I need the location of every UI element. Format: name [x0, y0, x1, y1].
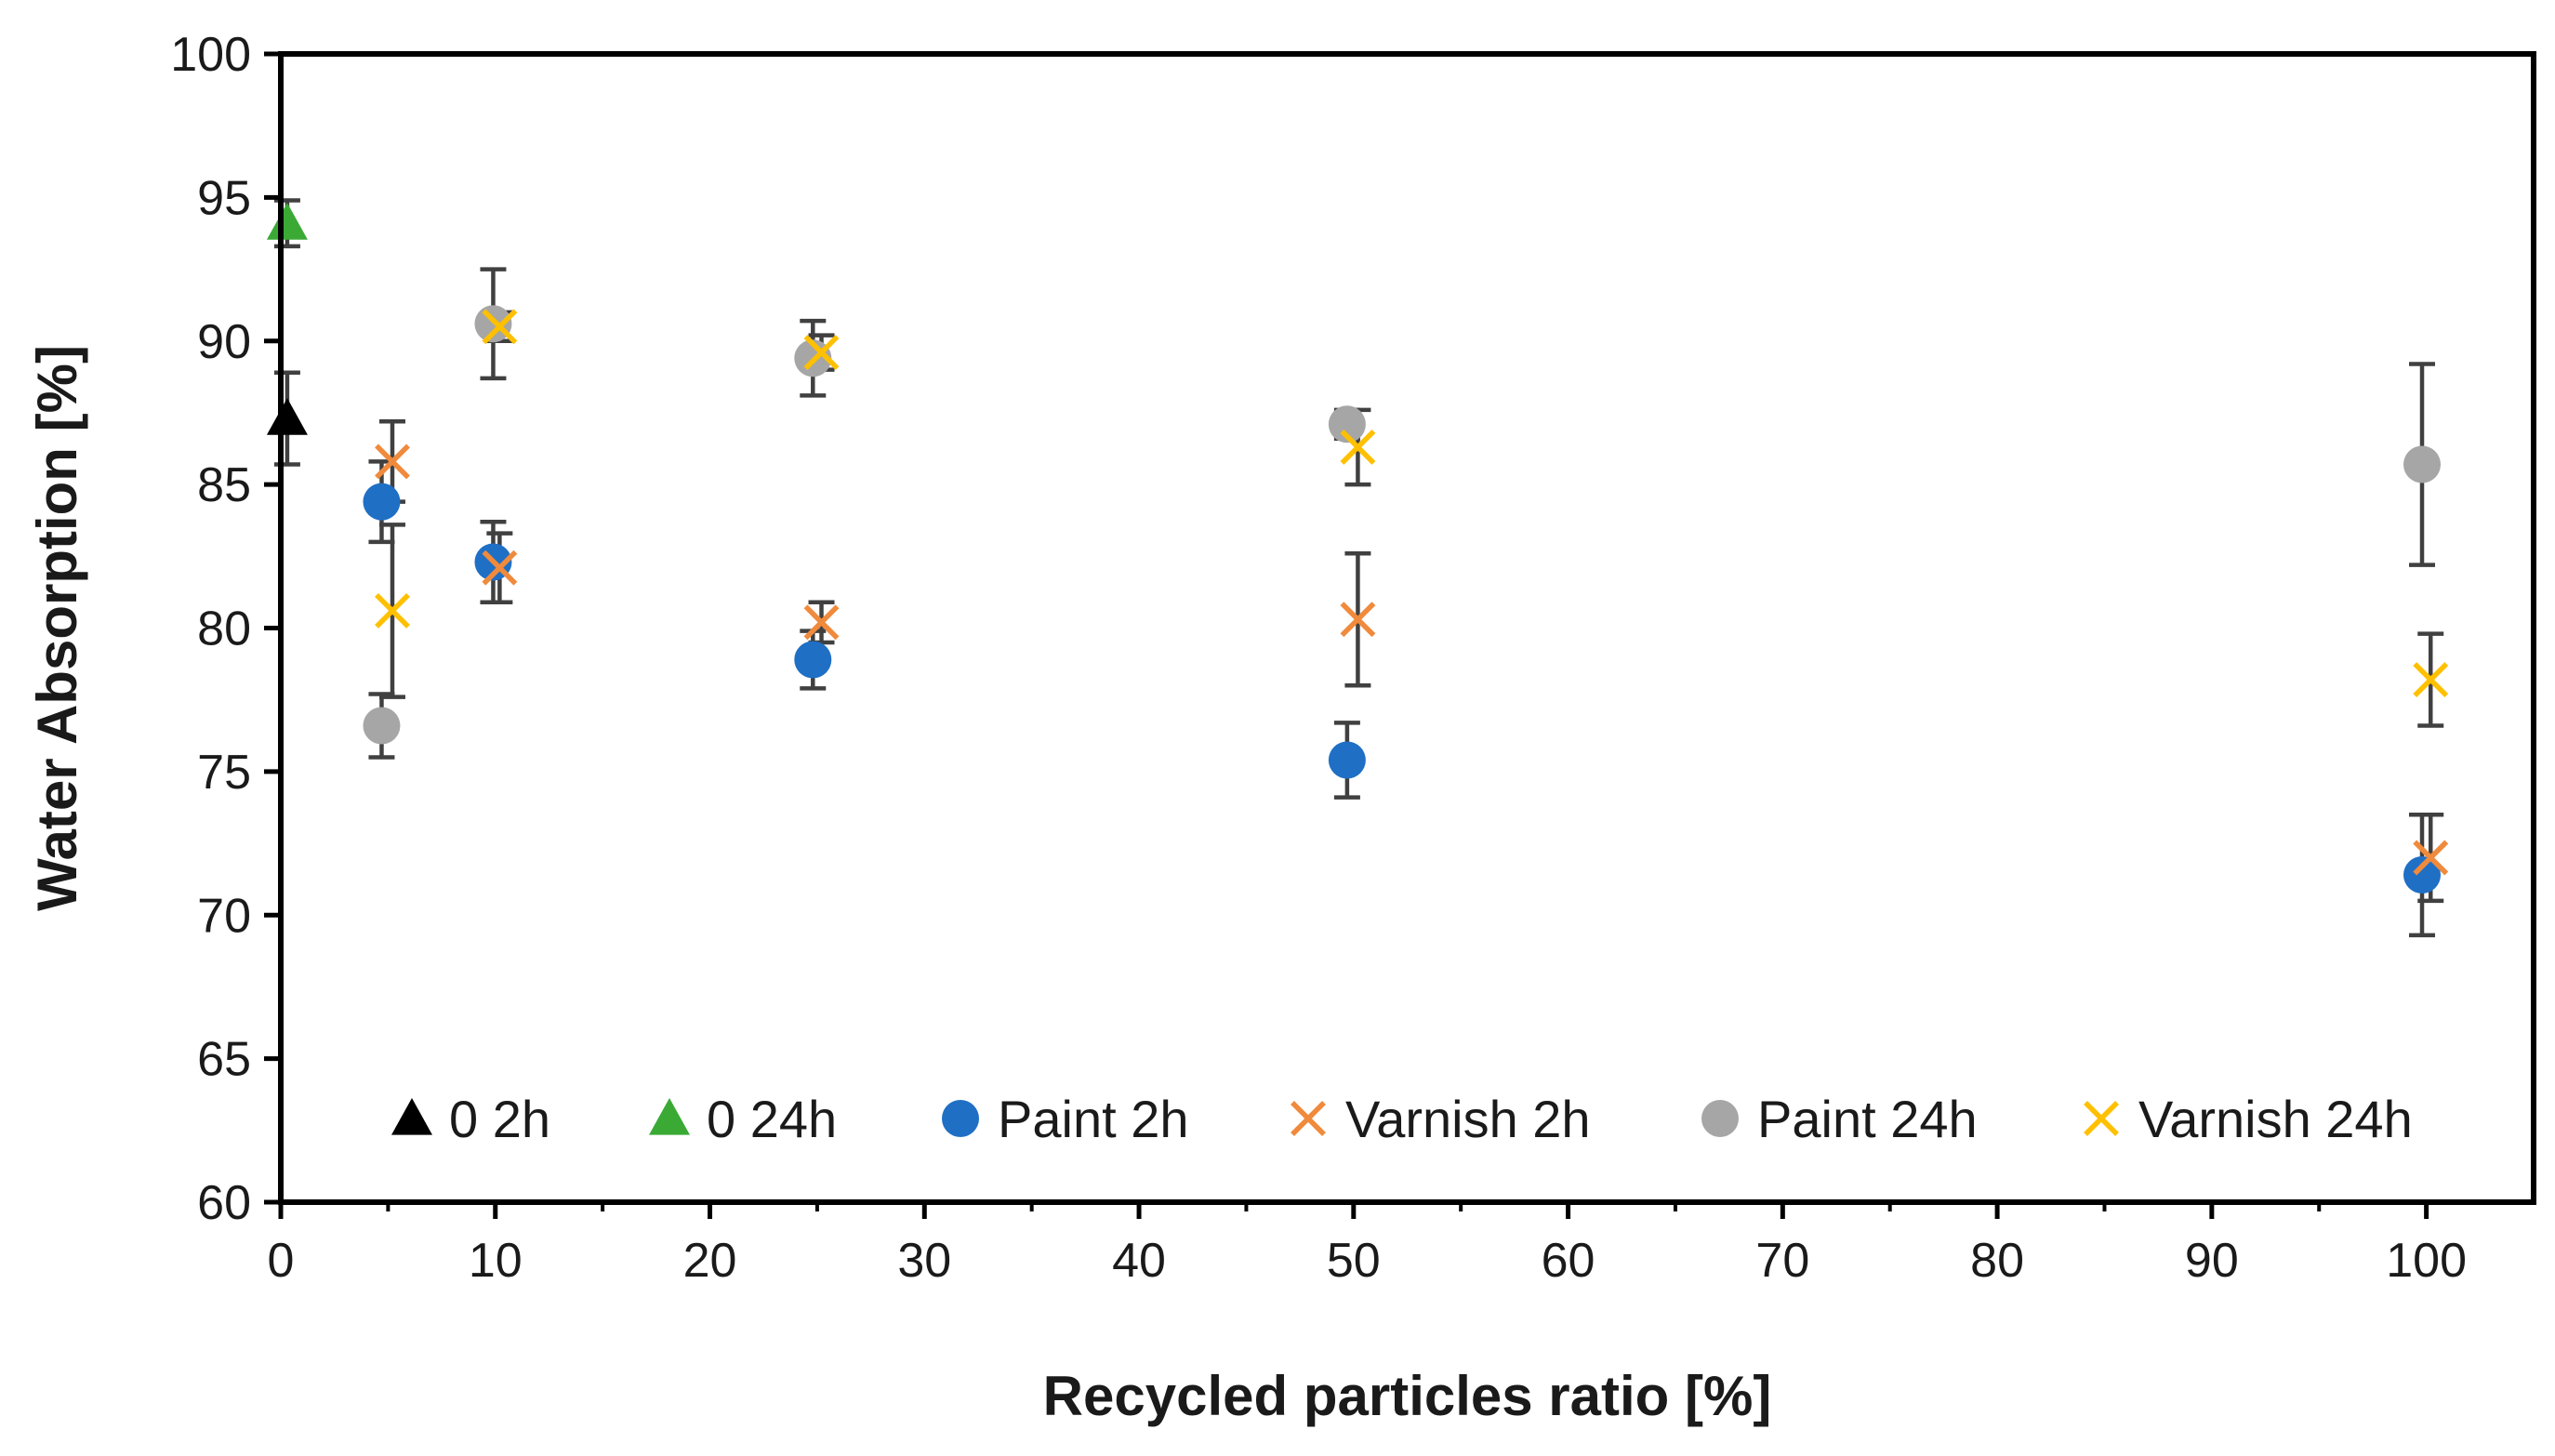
- legend-marker-0-2h: [391, 1098, 432, 1135]
- point-0-2h: [266, 398, 308, 435]
- point-varnish-24h: [2413, 662, 2449, 698]
- point-varnish-24h: [482, 309, 518, 345]
- y-tick-label: 80: [197, 602, 251, 656]
- point-varnish-24h: [1340, 430, 1376, 465]
- point-paint-24h: [2403, 445, 2442, 483]
- x-tick-label: 80: [1970, 1234, 2024, 1288]
- point-0-24h: [266, 203, 308, 240]
- y-tick-label: 75: [197, 746, 251, 800]
- x-tick-label: 50: [1327, 1234, 1381, 1288]
- y-tick-label: 65: [197, 1033, 251, 1087]
- legend-label-varnish-2h: Varnish 2h: [1345, 1090, 1591, 1148]
- legend-marker-0-24h: [649, 1098, 690, 1135]
- legend-marker-varnish-2h: [1291, 1101, 1326, 1136]
- legend-label-paint-24h: Paint 24h: [1757, 1090, 1978, 1148]
- y-tick-label: 100: [170, 28, 251, 82]
- x-tick-label: 20: [683, 1234, 737, 1288]
- y-tick-label: 70: [197, 889, 251, 943]
- legend-item-paint-2h: Paint 2h: [942, 1090, 1189, 1148]
- point-paint-2h: [1328, 741, 1366, 779]
- legend-item-0-2h: 0 2h: [391, 1090, 550, 1148]
- point-varnish-24h: [375, 593, 410, 629]
- legend: 0 2h 0 24h Paint 2h Varnish 2h Paint 24h Varn…: [391, 1090, 2413, 1148]
- x-axis-ticks: 0 10 20 30 40 50 60 70 80 90 100: [268, 1202, 2467, 1288]
- legend-marker-paint-24h: [1701, 1100, 1739, 1137]
- point-paint-24h: [1328, 405, 1366, 443]
- point-varnish-24h: [803, 335, 840, 371]
- x-tick-label: 70: [1755, 1234, 1809, 1288]
- legend-label-varnish-24h: Varnish 24h: [2138, 1090, 2413, 1148]
- legend-marker-paint-2h: [942, 1100, 979, 1137]
- y-tick-label: 95: [197, 171, 251, 225]
- y-axis-title: Water Absorption [%]: [26, 345, 88, 911]
- legend-item-paint-24h: Paint 24h: [1701, 1090, 1978, 1148]
- x-tick-label: 0: [268, 1234, 295, 1288]
- point-varnish-2h: [2413, 840, 2449, 876]
- point-paint-2h: [2403, 856, 2442, 894]
- legend-marker-varnish-24h: [2084, 1101, 2119, 1136]
- x-tick-label: 40: [1112, 1234, 1166, 1288]
- x-axis-title: Recycled particles ratio [%]: [1043, 1365, 1772, 1427]
- data-markers: [266, 203, 2449, 894]
- y-axis-ticks: 60 65 70 75 80 85 90 95 100: [170, 28, 281, 1230]
- x-tick-label: 100: [2386, 1234, 2467, 1288]
- x-tick-label: 90: [2185, 1234, 2239, 1288]
- point-paint-2h: [794, 641, 832, 679]
- point-paint-24h: [363, 707, 401, 745]
- point-paint-2h: [363, 483, 401, 521]
- x-tick-label: 60: [1542, 1234, 1595, 1288]
- x-tick-label: 10: [469, 1234, 523, 1288]
- point-varnish-2h: [375, 443, 410, 480]
- y-tick-label: 90: [197, 315, 251, 369]
- legend-item-0-24h: 0 24h: [649, 1090, 837, 1148]
- legend-label-paint-2h: Paint 2h: [998, 1090, 1189, 1148]
- point-varnish-2h: [803, 604, 840, 641]
- legend-label-0-24h: 0 24h: [707, 1090, 837, 1148]
- y-tick-label: 85: [197, 458, 251, 512]
- legend-item-varnish-24h: Varnish 24h: [2084, 1090, 2413, 1148]
- x-tick-label: 30: [897, 1234, 951, 1288]
- point-varnish-2h: [1340, 602, 1376, 638]
- legend-item-varnish-2h: Varnish 2h: [1291, 1090, 1591, 1148]
- legend-label-0-2h: 0 2h: [449, 1090, 550, 1148]
- point-varnish-2h: [482, 549, 518, 586]
- y-tick-label: 60: [197, 1176, 251, 1230]
